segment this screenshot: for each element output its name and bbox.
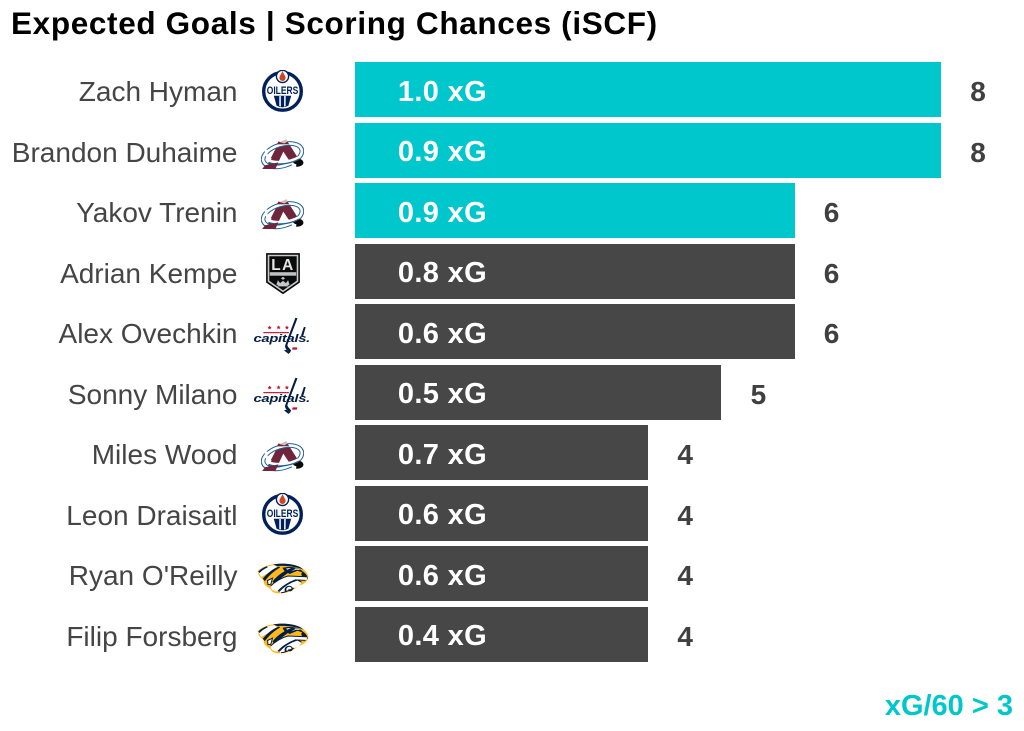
svg-text:LA: LA bbox=[271, 257, 295, 274]
svg-text:OILERS: OILERS bbox=[267, 84, 299, 96]
svg-text:capitals.: capitals. bbox=[253, 393, 310, 405]
svg-text:OILERS: OILERS bbox=[267, 508, 299, 520]
svg-text:capitals.: capitals. bbox=[253, 333, 310, 345]
